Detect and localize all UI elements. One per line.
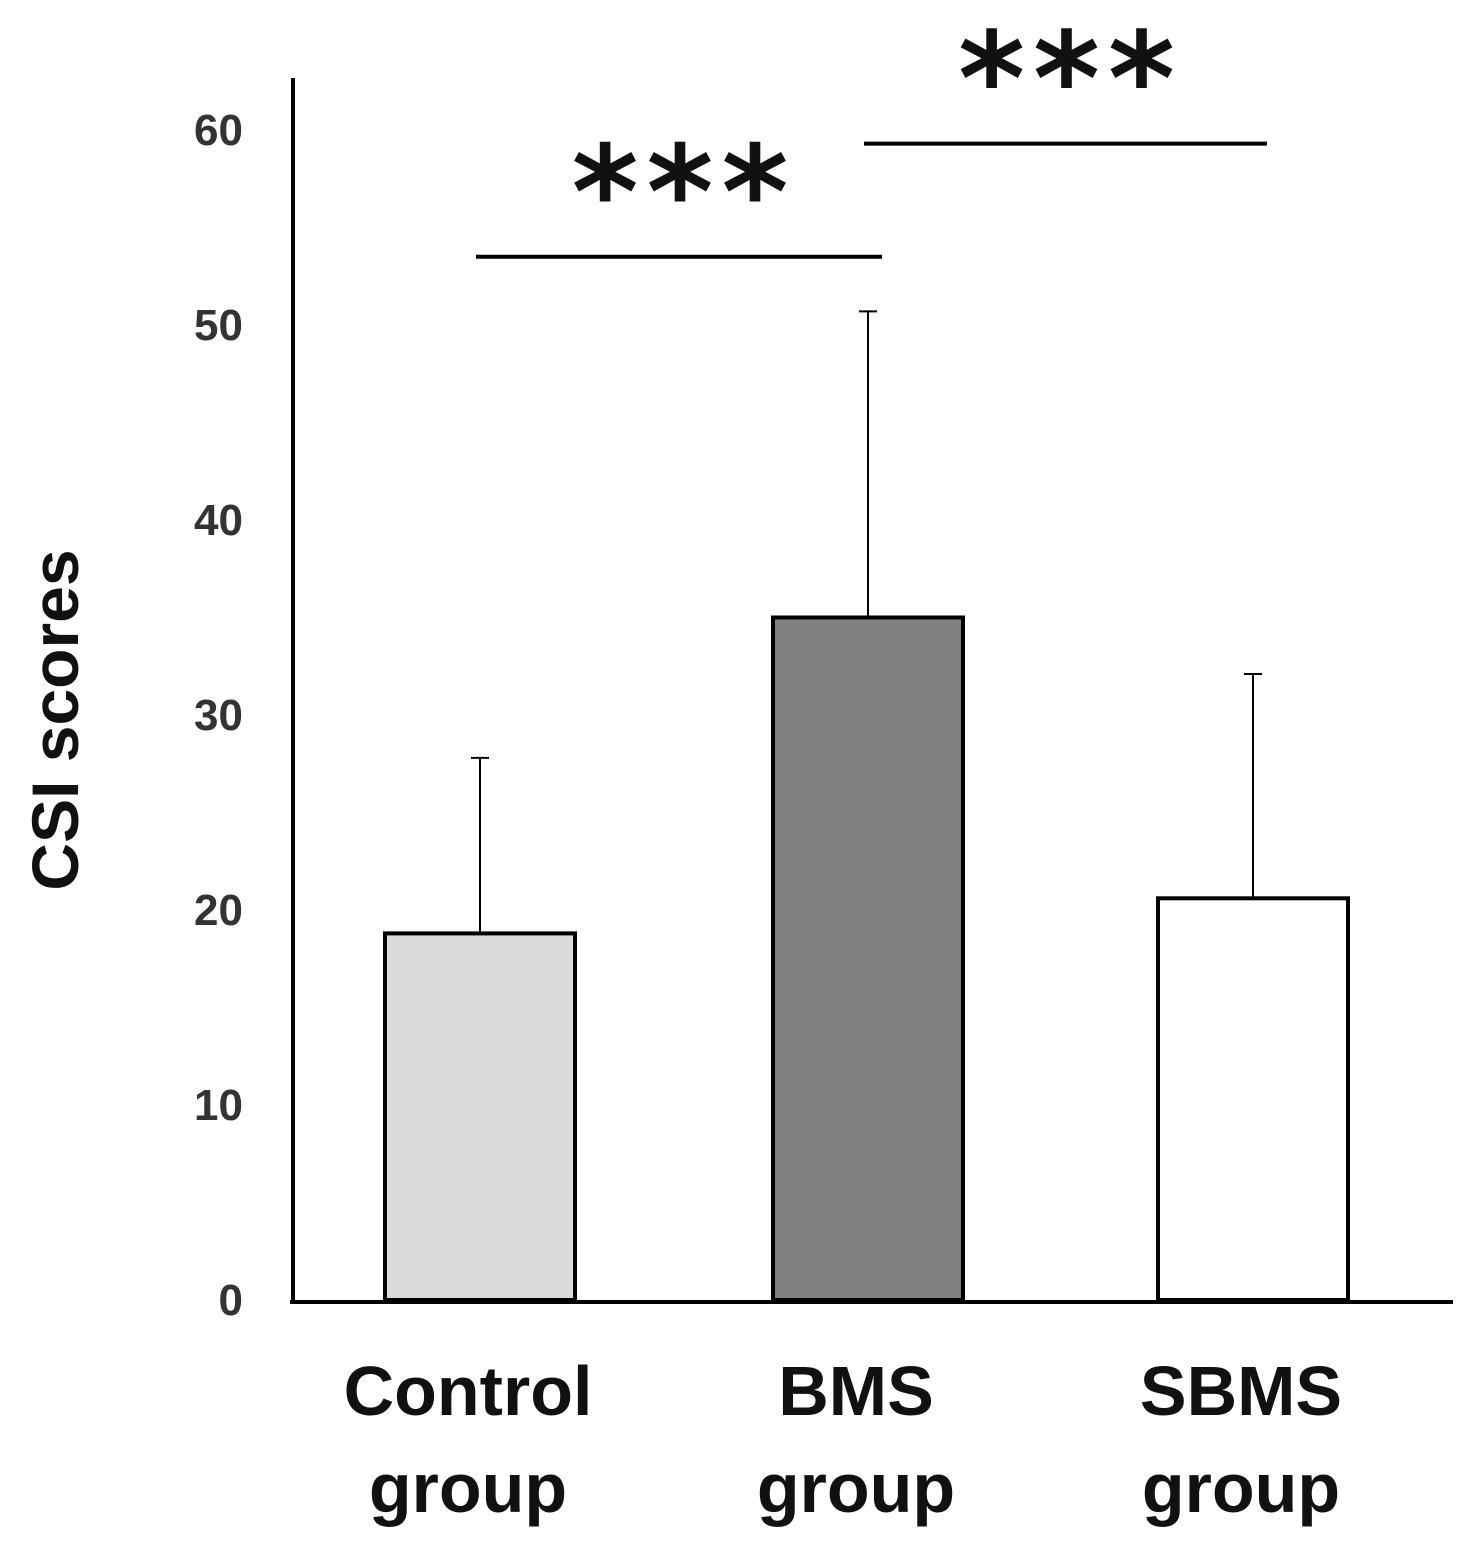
category-label: group	[369, 1449, 567, 1527]
significance-label: ***	[958, 6, 1183, 155]
category-label: group	[1142, 1449, 1340, 1527]
bars	[383, 615, 1350, 1303]
y-tick-label: 0	[219, 1276, 243, 1325]
y-tick-label: 40	[194, 496, 243, 545]
error-bars	[471, 310, 1262, 934]
y-tick-label: 20	[194, 886, 243, 935]
category-label: group	[757, 1449, 955, 1527]
significance-label: ***	[572, 119, 797, 268]
y-tick-label: 60	[194, 106, 243, 155]
bar	[771, 615, 965, 1302]
significance-markers: *** ***	[476, 6, 1267, 268]
y-tick-label: 50	[194, 301, 243, 350]
bar	[383, 931, 577, 1303]
category-label: Control	[344, 1352, 593, 1430]
category-label: SBMS	[1140, 1352, 1342, 1430]
category-label: BMS	[778, 1352, 934, 1430]
y-axis-ticks: 0 10 20 30 40 50 60	[194, 106, 243, 1325]
y-tick-label: 30	[194, 691, 243, 740]
y-axis-title: CSI scores	[18, 549, 92, 890]
bar	[1156, 896, 1350, 1302]
category-labels: Control group BMS group SBMS group	[344, 1352, 1343, 1527]
y-tick-label: 10	[194, 1081, 243, 1130]
